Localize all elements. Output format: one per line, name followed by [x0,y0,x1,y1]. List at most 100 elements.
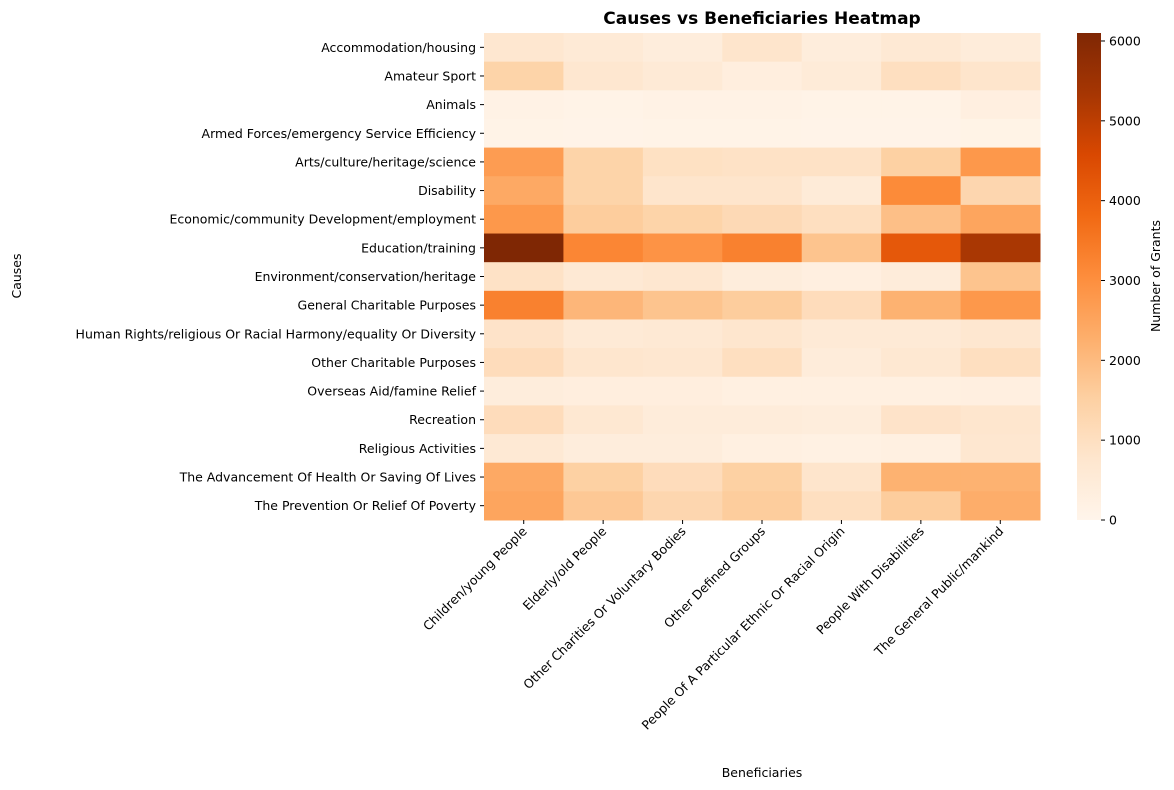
heatmap-cell [484,33,564,63]
heatmap-cell [642,434,723,464]
heatmap-cell [484,204,564,235]
heatmap-cell [642,118,723,149]
heatmap-cell [801,176,882,206]
heatmap-cell [881,204,962,235]
heatmap-cell [563,262,644,292]
heatmap-cell [563,405,644,435]
heatmap-cell [801,33,882,63]
heatmap-cell [563,176,644,206]
colorbar: 0 1000 2000 3000 4000 5000 6000 Number of Gran… [1077,33,1163,528]
heatmap-cells [484,33,1041,521]
heatmap-cell [642,262,723,292]
colorbar-tick-label: 1000 [1109,433,1141,448]
y-tick-label: Other Charitable Purposes [311,355,476,370]
y-tick-label: Overseas Aid/famine Relief [307,384,476,399]
heatmap-cell [484,405,564,435]
colorbar-ticks: 0 1000 2000 3000 4000 5000 6000 [1101,33,1141,528]
heatmap-cell [960,262,1041,292]
heatmap-cell [722,118,803,149]
heatmap-cell [484,233,564,263]
heatmap-cell [722,319,803,349]
colorbar-tick-label: 0 [1109,513,1117,528]
heatmap-cell [722,262,803,292]
heatmap-cell [801,233,882,263]
heatmap-cell [960,462,1041,492]
heatmap-cell [801,262,882,292]
y-axis: Accommodation/housing Amateur Sport Animal… [76,40,484,513]
heatmap-cell [563,462,644,492]
heatmap-cell [960,434,1041,464]
heatmap-cell [881,61,962,91]
x-tick-label: Elderly/old People [520,523,610,613]
heatmap-cell [642,405,723,435]
heatmap-cell [563,204,644,235]
y-tick-label: Disability [418,183,477,198]
heatmap-cell [960,33,1041,63]
heatmap-cell [484,61,564,91]
heatmap-cell [484,118,564,149]
heatmap-cell [881,176,962,206]
heatmap-cell [722,462,803,492]
heatmap-cell [642,290,723,320]
heatmap-cell [642,348,723,378]
heatmap-cell [563,348,644,378]
heatmap-cell [881,33,962,63]
heatmap-cell [722,204,803,235]
heatmap-cell [484,262,564,292]
heatmap-cell [642,462,723,492]
x-axis-label: Beneficiaries [722,765,803,780]
colorbar-label: Number of Grants [1148,220,1163,332]
heatmap-cell [960,61,1041,91]
heatmap-cell [960,233,1041,263]
heatmap-cell [801,348,882,378]
x-tick-label: The General Public/mankind [871,524,1007,660]
heatmap-cell [801,147,882,177]
heatmap-cell [801,434,882,464]
chart-title: Causes vs Beneficiaries Heatmap [603,9,920,29]
heatmap-cell [960,491,1041,521]
heatmap-cell [484,348,564,378]
heatmap-cell [484,434,564,464]
heatmap-cell [881,147,962,177]
heatmap-cell [642,233,723,263]
heatmap-cell [563,376,644,406]
colorbar-tick-label: 3000 [1109,273,1141,288]
heatmap-cell [484,376,564,406]
heatmap-cell [484,147,564,177]
heatmap-cell [642,376,723,406]
heatmap-cell [960,118,1041,149]
heatmap-cell [722,61,803,91]
heatmap-cell [563,290,644,320]
heatmap-cell [722,491,803,521]
heatmap-cell [881,462,962,492]
heatmap-cell [801,462,882,492]
heatmap-cell [960,348,1041,378]
heatmap-cell [563,147,644,177]
heatmap-cell [960,405,1041,435]
colorbar-tick-label: 5000 [1109,113,1141,128]
heatmap-cell [881,233,962,263]
heatmap-cell [881,319,962,349]
heatmap-cell [881,348,962,378]
y-tick-label: Education/training [361,240,476,255]
heatmap-cell [881,491,962,521]
y-tick-label: Animals [426,97,476,112]
heatmap-cell [801,90,882,120]
heatmap-cell [960,176,1041,206]
y-tick-label: Environment/conservation/heritage [255,269,477,284]
y-tick-label: Arts/culture/heritage/science [295,154,476,169]
heatmap-cell [642,491,723,521]
heatmap-cell [960,90,1041,120]
heatmap-cell [642,204,723,235]
heatmap-cell [484,90,564,120]
heatmap-cell [484,319,564,349]
y-tick-label: Religious Activities [359,441,476,456]
heatmap-cell [563,233,644,263]
heatmap-cell [722,176,803,206]
heatmap-cell [642,147,723,177]
heatmap-cell [881,434,962,464]
heatmap-cell [642,90,723,120]
y-tick-label: Accommodation/housing [321,40,476,55]
heatmap-cell [722,290,803,320]
